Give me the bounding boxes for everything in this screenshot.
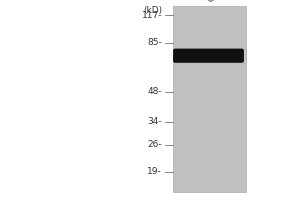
Text: (kD): (kD) xyxy=(143,6,162,15)
Text: 19-: 19- xyxy=(147,167,162,176)
Text: 26-: 26- xyxy=(147,140,162,149)
Text: 117-: 117- xyxy=(142,11,162,20)
Text: 48-: 48- xyxy=(147,87,162,96)
Bar xyxy=(172,6,246,192)
Text: 34-: 34- xyxy=(147,117,162,126)
FancyBboxPatch shape xyxy=(173,49,244,63)
Text: 85-: 85- xyxy=(147,38,162,47)
Text: COS7: COS7 xyxy=(206,0,230,4)
